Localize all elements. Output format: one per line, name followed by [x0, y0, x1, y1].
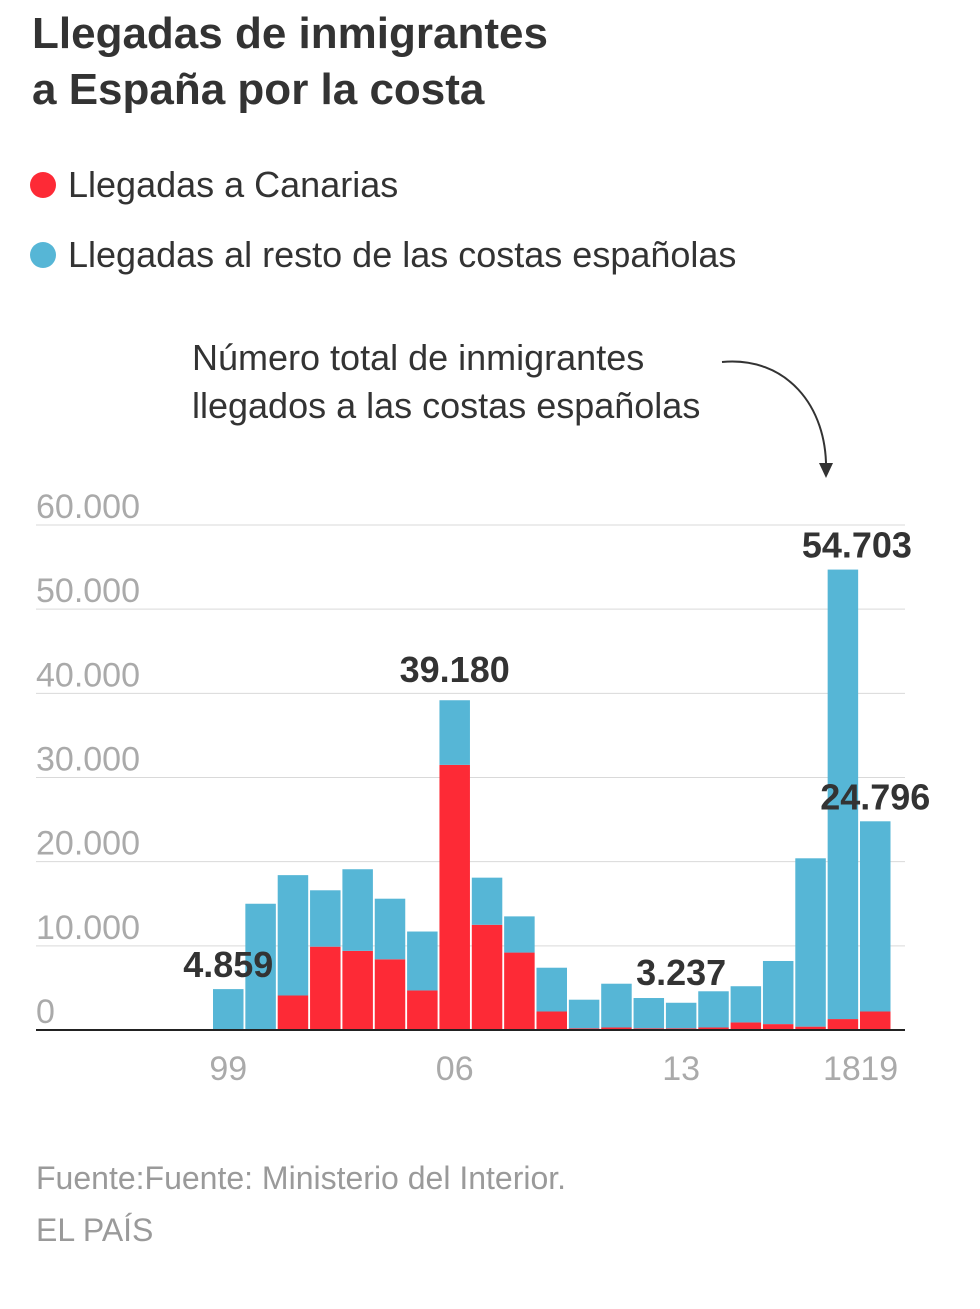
chart-title: Llegadas de inmigrantes a España por la … — [32, 6, 548, 118]
x-tick-label: 13 — [662, 1050, 700, 1088]
x-tick-label: 99 — [209, 1050, 247, 1088]
bar-resto — [471, 877, 503, 925]
source: Fuente:Fuente: Ministerio del Interior. … — [36, 1152, 566, 1256]
x-tick-label: 19 — [860, 1050, 898, 1088]
data-label: 54.703 — [802, 525, 912, 566]
chart-title-line1: Llegadas de inmigrantes — [32, 9, 548, 58]
bar-canarias — [730, 1022, 762, 1030]
annotation-arrowhead — [819, 463, 833, 478]
bar-resto — [633, 998, 665, 1029]
legend-item-canarias: Llegadas a Canarias — [30, 150, 736, 220]
y-tick-label: 50.000 — [36, 572, 140, 610]
bar-resto — [277, 875, 309, 996]
bar-canarias — [374, 959, 406, 1030]
bar-canarias — [536, 1011, 567, 1030]
legend-dot-canarias — [30, 172, 56, 198]
data-label: 4.859 — [183, 944, 273, 985]
stacked-bar-chart: 0 10.000 20.000 30.000 40.000 50.000 60.000 99… — [36, 337, 930, 1088]
bar-resto — [504, 916, 535, 953]
annotation-arrow-line — [721, 360, 828, 473]
bar-canarias — [342, 950, 373, 1030]
legend-label-resto: Llegadas al resto de las costas española… — [68, 234, 737, 275]
y-tick-label: 20.000 — [36, 825, 140, 863]
bar-canarias — [407, 990, 438, 1030]
bar-resto — [827, 569, 859, 1020]
bar-resto — [536, 967, 567, 1012]
bar-resto — [730, 986, 762, 1023]
annotation: Número total de inmigrantes llegados a l… — [192, 337, 833, 478]
bar-canarias — [762, 1024, 794, 1030]
bar-resto — [698, 991, 729, 1028]
data-label: 24.796 — [820, 776, 930, 817]
chart-title-line2: a España por la costa — [32, 65, 485, 114]
bar-resto — [310, 890, 341, 947]
bar-resto — [439, 700, 470, 765]
bar-resto — [213, 989, 244, 1030]
bar-resto — [568, 999, 600, 1029]
bar-canarias — [277, 995, 309, 1030]
bar-canarias — [860, 1011, 891, 1030]
bar-resto — [795, 858, 826, 1027]
bar-resto — [245, 903, 276, 1030]
bar-canarias — [698, 1027, 729, 1030]
x-tick-label: 06 — [436, 1050, 474, 1088]
bar-canarias — [795, 1026, 826, 1030]
bar-resto — [601, 983, 632, 1028]
y-axis-tick-labels: 0 10.000 20.000 30.000 40.000 50.000 60.000 — [36, 488, 140, 1031]
bar-resto — [342, 869, 373, 951]
x-axis-tick-labels: 99 06 13 18 19 — [209, 1050, 898, 1088]
bar-canarias — [601, 1027, 632, 1030]
source-line: Fuente:Fuente: Ministerio del Interior. — [36, 1160, 567, 1196]
bar-canarias — [439, 764, 470, 1030]
y-tick-label: 0 — [36, 993, 55, 1031]
y-tick-label: 60.000 — [36, 488, 140, 526]
bar-resto — [374, 898, 406, 960]
bar-resto — [665, 1002, 697, 1029]
bar-resto — [860, 821, 891, 1012]
annotation-line1: Número total de inmigrantes — [192, 337, 644, 378]
data-label: 39.180 — [400, 649, 510, 690]
bar-canarias — [504, 952, 535, 1030]
legend-item-resto: Llegadas al resto de las costas española… — [30, 220, 736, 290]
y-tick-label: 10.000 — [36, 909, 140, 947]
data-labels: 4.859 39.180 3.237 54.703 24.796 — [183, 525, 930, 993]
annotation-line2: llegados a las costas españolas — [192, 385, 700, 426]
bar-canarias — [827, 1019, 859, 1030]
legend-label-canarias: Llegadas a Canarias — [68, 164, 399, 205]
legend: Llegadas a Canarias Llegadas al resto de… — [30, 150, 736, 290]
bar-canarias — [471, 924, 503, 1030]
x-tick-label: 18 — [823, 1050, 861, 1088]
bars — [213, 569, 891, 1030]
bar-resto — [762, 960, 794, 1025]
data-label: 3.237 — [636, 952, 726, 993]
publisher-line: EL PAÍS — [36, 1212, 154, 1248]
y-tick-label: 30.000 — [36, 741, 140, 779]
bar-resto — [407, 931, 438, 991]
y-tick-label: 40.000 — [36, 656, 140, 694]
bar-canarias — [310, 946, 341, 1030]
legend-dot-resto — [30, 242, 56, 268]
gridlines — [36, 524, 905, 947]
